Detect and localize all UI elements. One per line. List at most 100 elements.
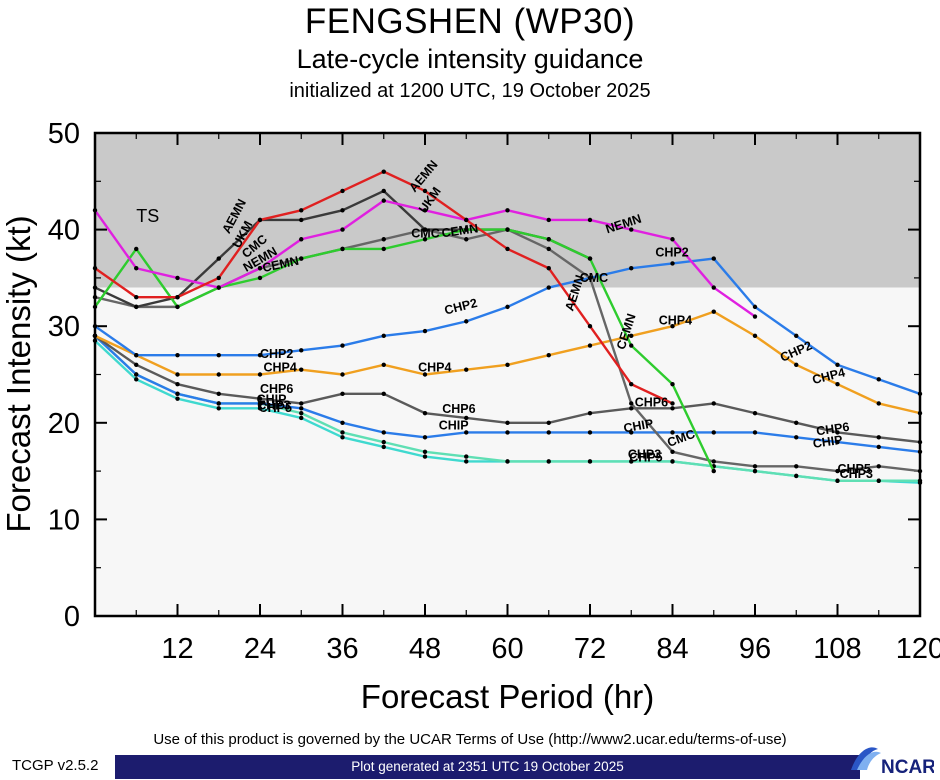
model-label-cmc: CMC [580,271,608,285]
data-point [505,304,510,310]
x-tick-label: 96 [739,633,771,665]
data-point [340,208,345,213]
data-point [216,406,221,411]
x-tick-label: 120 [896,633,940,665]
model-label-chip: CHIP [622,416,654,435]
data-point [340,435,345,440]
model-label-chp4: CHP4 [263,361,296,375]
data-point [175,396,180,401]
data-point [340,391,345,397]
data-point [299,217,304,223]
x-tick-label: 108 [813,633,861,665]
model-label-cemn: CEMN [441,221,479,240]
data-point [752,468,758,474]
x-tick-label: 48 [409,633,441,665]
data-point [257,266,263,271]
y-axis-title: Forecast Intensity (kt) [0,215,37,532]
data-point [587,343,593,348]
data-point [505,420,510,425]
data-point [835,430,840,435]
data-point [381,188,386,194]
chart-subtitle: Late-cycle intensity guidance [296,44,644,74]
y-tick-label: 20 [48,408,80,440]
model-label-chp3: CHP3 [628,448,661,462]
data-point [794,420,799,425]
data-point [422,188,428,194]
data-point [464,367,469,372]
data-point [711,256,716,261]
model-label-chp2: CHP2 [260,347,293,361]
data-point [546,352,551,358]
data-point [299,410,304,416]
ncar-logo-text: NCAR [881,757,934,778]
data-point [299,256,304,261]
data-point [216,275,221,281]
plot-border [93,131,922,618]
data-point [629,343,634,348]
data-point [257,275,263,281]
data-point [340,430,345,435]
model-label-chip: CHIP [439,419,469,433]
data-point [876,435,881,440]
data-point [422,410,428,416]
data-point [340,372,345,377]
data-point [876,377,881,382]
data-point [505,459,510,464]
data-point [505,227,510,232]
terms-of-use-text: Use of this product is governed by the U… [153,731,787,748]
data-point [134,352,139,358]
data-point [134,266,139,271]
data-point [794,473,799,479]
data-point [216,256,221,261]
data-point [299,208,304,213]
data-point [381,362,386,368]
data-point [587,275,593,281]
data-point [629,401,634,406]
model-label-cmc: CMC [411,226,439,240]
data-point [546,246,551,252]
series-line-cemn [93,228,715,473]
ncar-swoosh-icon-light [857,751,881,770]
data-point [587,217,593,223]
data-point [752,464,758,469]
data-point [299,237,304,242]
data-point [299,401,304,406]
data-point [794,333,799,339]
data-point [464,454,469,459]
data-point [422,227,428,232]
data-point [340,246,345,252]
data-point [711,309,716,314]
y-tick-label: 40 [48,215,80,247]
data-point [835,468,840,474]
data-point [752,410,758,416]
data-point [381,439,386,445]
data-point [670,237,675,242]
data-point [546,459,551,464]
data-point [670,324,675,329]
data-point [464,430,469,435]
data-point [835,381,840,387]
plot-background [95,287,920,616]
data-point [752,333,758,339]
data-point [835,478,840,483]
data-point [216,391,221,397]
data-point [752,304,758,310]
data-point [670,459,675,464]
data-point [752,430,758,435]
storm-title: FENGSHEN (WP30) [304,2,636,41]
model-label-chp5: CHP5 [838,462,871,476]
data-point [216,401,221,406]
model-label-chp5: CHP5 [259,401,292,415]
data-point [629,430,634,435]
data-point [422,435,428,440]
ncar-logo: NCAR [851,747,934,778]
data-point [381,430,386,435]
data-point [752,314,758,319]
model-label-chp4: CHP4 [659,313,692,327]
data-point [216,352,221,358]
x-tick-label: 84 [656,633,688,665]
data-point [340,227,345,232]
model-label-chip: CHIP [812,433,844,451]
